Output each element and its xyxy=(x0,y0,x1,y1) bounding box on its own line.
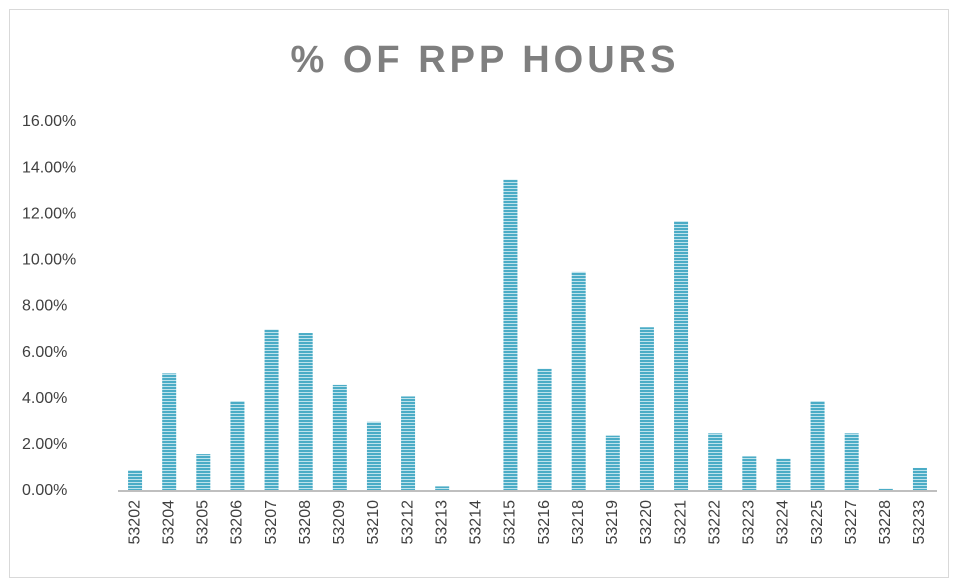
y-tick-label: 4.00% xyxy=(22,390,67,407)
x-tick-label: 53205 xyxy=(195,500,212,545)
bar xyxy=(605,435,620,491)
y-tick-label: 2.00% xyxy=(22,436,67,453)
x-tick-label: 53233 xyxy=(911,500,928,545)
bar xyxy=(537,368,552,491)
x-tick-label: 53219 xyxy=(604,500,621,545)
bar xyxy=(332,384,347,491)
bar xyxy=(128,470,143,491)
bar xyxy=(639,327,654,491)
x-tick-label: 53208 xyxy=(297,500,314,545)
y-tick-label: 16.00% xyxy=(22,113,76,130)
bar xyxy=(366,421,381,491)
bar xyxy=(503,179,518,491)
x-tick-label: 53227 xyxy=(843,500,860,545)
bar xyxy=(708,433,723,491)
chart-title: % OF RPP HOURS xyxy=(291,39,680,81)
x-tick-label: 53228 xyxy=(877,500,894,545)
x-tick-label: 53206 xyxy=(229,500,246,545)
bar xyxy=(912,467,927,491)
bar xyxy=(844,433,859,491)
y-tick-label: 0.00% xyxy=(22,482,67,499)
bar xyxy=(878,488,893,491)
y-tick-label: 12.00% xyxy=(22,205,76,222)
x-tick-label: 53209 xyxy=(331,500,348,545)
bar xyxy=(674,221,689,491)
x-tick-label: 53213 xyxy=(433,500,450,545)
x-tick-label: 53204 xyxy=(160,500,177,545)
x-tick-label: 53210 xyxy=(365,500,382,545)
y-tick-label: 10.00% xyxy=(22,252,76,269)
y-tick-label: 14.00% xyxy=(22,159,76,176)
bar xyxy=(162,373,177,491)
bar xyxy=(571,271,586,491)
x-tick-label: 53214 xyxy=(468,500,485,545)
x-tick-label: 53223 xyxy=(741,500,758,545)
chart-border xyxy=(9,9,949,578)
x-tick-label: 53220 xyxy=(638,500,655,545)
bar xyxy=(196,454,211,491)
x-tick-label: 53215 xyxy=(502,500,519,545)
bar xyxy=(435,486,450,491)
x-tick-label: 53218 xyxy=(570,500,587,545)
x-tick-label: 53212 xyxy=(399,500,416,545)
x-tick-label: 53207 xyxy=(263,500,280,545)
bar xyxy=(401,396,416,491)
x-tick-label: 53221 xyxy=(672,500,689,545)
y-tick-label: 8.00% xyxy=(22,298,67,315)
bar xyxy=(810,401,825,491)
bar xyxy=(742,456,757,491)
y-tick-label: 6.00% xyxy=(22,344,67,361)
bar xyxy=(230,401,245,491)
x-tick-label: 53202 xyxy=(126,500,143,545)
x-tick-label: 53216 xyxy=(536,500,553,545)
bar xyxy=(298,333,313,491)
x-tick-label: 53224 xyxy=(775,500,792,545)
x-tick-label: 53225 xyxy=(809,500,826,545)
bar xyxy=(776,458,791,491)
x-tick-label: 53222 xyxy=(706,500,723,545)
bar xyxy=(264,329,279,491)
